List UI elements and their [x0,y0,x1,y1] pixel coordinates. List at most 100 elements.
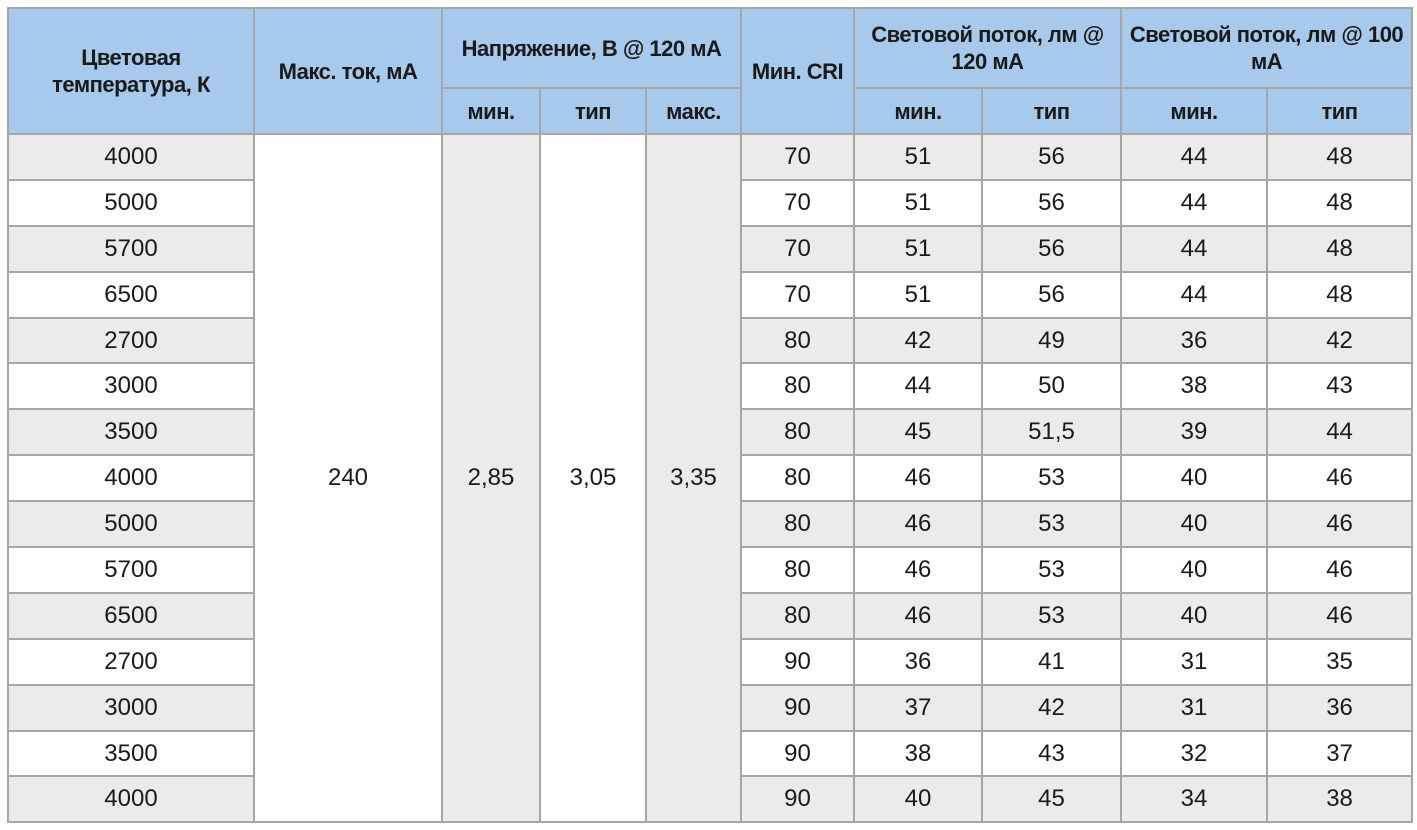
cell-color-temp: 3500 [7,729,255,778]
table-row: 3000 90 37 42 31 36 [7,683,1414,732]
cell-color-temp: 5000 [7,500,255,549]
cell-flux100-typ: 48 [1266,178,1414,227]
cell-min-cri: 80 [740,500,856,549]
cell-flux100-typ: 37 [1266,729,1414,778]
cell-flux100-min: 34 [1120,775,1269,824]
cell-flux120-min: 51 [853,270,984,319]
cell-min-cri: 70 [740,178,856,227]
cell-flux120-typ: 45 [981,775,1123,824]
cell-min-cri: 80 [740,362,856,411]
subheader-flux120-min: мин. [853,87,984,135]
cell-color-temp: 3000 [7,362,255,411]
header-voltage: Напряжение, В @ 120 мА [440,7,743,89]
subheader-voltage-min: мин. [441,87,541,135]
cell-min-cri: 80 [740,454,856,503]
cell-flux120-min: 37 [853,683,984,732]
cell-flux120-typ: 41 [981,637,1123,686]
cell-flux120-typ: 50 [981,362,1123,411]
cell-flux120-typ: 53 [981,591,1123,640]
cell-flux100-min: 40 [1120,591,1269,640]
cell-flux100-min: 31 [1120,637,1269,686]
cell-flux120-typ: 53 [981,454,1123,503]
cell-flux120-min: 51 [853,133,984,181]
cell-flux100-min: 38 [1120,362,1269,411]
cell-flux120-min: 51 [853,224,984,273]
cell-flux120-typ: 43 [981,729,1123,778]
cell-flux100-typ: 43 [1266,362,1414,411]
cell-flux120-min: 46 [853,546,984,594]
cell-flux120-typ: 56 [981,270,1123,319]
table-row: 6500 70 51 56 44 48 [7,270,1414,319]
table-row: 5700 70 51 56 44 48 [7,224,1414,273]
header-flux-100: Световой поток, лм @ 100 мА [1120,7,1414,89]
subheader-flux100-min: мин. [1120,87,1269,135]
cell-voltage-max: 3,35 [644,132,743,824]
led-spec-table: Цветовая температура, К Макс. ток, мА На… [7,7,1414,824]
table-row: 5000 80 46 53 40 46 [7,500,1414,549]
cell-flux100-typ: 48 [1266,133,1414,181]
cell-flux100-min: 39 [1120,408,1269,457]
header-color-temp: Цветовая температура, К [7,7,255,135]
header-flux-120: Световой поток, лм @ 120 мА [853,7,1123,89]
cell-flux120-min: 44 [853,362,984,411]
cell-flux100-min: 40 [1120,454,1269,503]
cell-voltage-typ: 3,05 [539,132,647,824]
cell-min-cri: 90 [740,637,856,686]
cell-flux120-min: 45 [853,408,984,457]
cell-color-temp: 2700 [7,316,255,365]
cell-flux100-typ: 44 [1266,408,1414,457]
subheader-flux100-typ: тип [1266,87,1414,135]
cell-flux120-typ: 49 [981,316,1123,365]
table-row: 2700 90 36 41 31 35 [7,637,1414,686]
cell-flux100-min: 44 [1120,270,1269,319]
subheader-flux120-typ: тип [981,87,1123,135]
cell-color-temp: 5700 [7,224,255,273]
cell-flux120-typ: 56 [981,178,1123,227]
cell-color-temp: 6500 [7,270,255,319]
cell-flux120-typ: 53 [981,546,1123,594]
cell-flux100-min: 40 [1120,500,1269,549]
cell-flux100-typ: 48 [1266,270,1414,319]
cell-flux120-min: 42 [853,316,984,365]
table-body: 4000 240 2,85 3,05 3,35 70 51 56 44 48 5000 70 51 56 4… [7,132,1414,824]
cell-flux120-min: 40 [853,775,984,824]
cell-color-temp: 3500 [7,408,255,457]
cell-color-temp: 6500 [7,591,255,640]
cell-flux120-typ: 42 [981,683,1123,732]
cell-flux120-typ: 53 [981,500,1123,549]
table-row: 4000 90 40 45 34 38 [7,775,1414,824]
cell-min-cri: 70 [740,133,856,181]
cell-color-temp: 4000 [7,133,255,181]
cell-flux120-min: 36 [853,637,984,686]
cell-flux100-min: 44 [1120,224,1269,273]
table-row: 3500 80 45 51,5 39 44 [7,408,1414,457]
cell-flux120-min: 38 [853,729,984,778]
header-max-current: Макс. ток, мА [253,7,443,135]
cell-color-temp: 5000 [7,178,255,227]
cell-flux100-typ: 46 [1266,454,1414,503]
cell-max-current: 240 [253,132,443,824]
cell-flux100-typ: 36 [1266,683,1414,732]
table-row: 5000 70 51 56 44 48 [7,178,1414,227]
cell-voltage-min: 2,85 [441,132,541,824]
cell-min-cri: 70 [740,224,856,273]
cell-flux100-min: 40 [1120,546,1269,594]
table-row: 3500 90 38 43 32 37 [7,729,1414,778]
cell-color-temp: 3000 [7,683,255,732]
cell-min-cri: 90 [740,729,856,778]
cell-min-cri: 90 [740,683,856,732]
cell-min-cri: 70 [740,270,856,319]
table-row: 5700 80 46 53 40 46 [7,546,1414,594]
cell-min-cri: 80 [740,316,856,365]
cell-flux120-typ: 51,5 [981,408,1123,457]
cell-flux100-typ: 38 [1266,775,1414,824]
table-row: 2700 80 42 49 36 42 [7,316,1414,365]
table-row: 3000 80 44 50 38 43 [7,362,1414,411]
cell-flux100-min: 44 [1120,133,1269,181]
cell-min-cri: 90 [740,775,856,824]
subheader-voltage-typ: тип [539,87,647,135]
cell-flux100-typ: 35 [1266,637,1414,686]
cell-flux120-min: 51 [853,178,984,227]
cell-flux100-min: 31 [1120,683,1269,732]
cell-color-temp: 5700 [7,546,255,594]
